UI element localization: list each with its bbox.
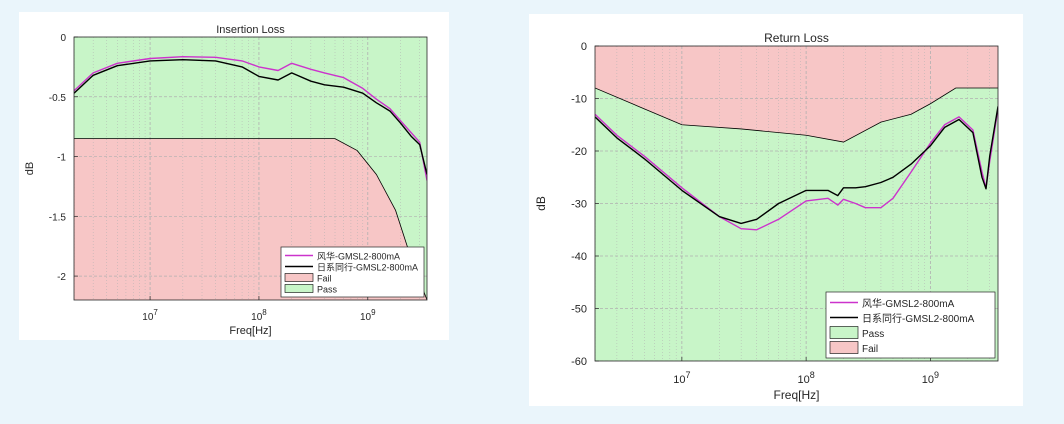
fail-region	[595, 46, 998, 143]
legend: 风华-GMSL2-800mA 日系同行-GMSL2-800mA Pass Fail	[825, 291, 996, 359]
x-tick-base: 10	[251, 312, 263, 323]
insertion-loss-panel: 0 -0.5 -1 -1.5 -2 107 108 109 Insertion Loss Freq…	[19, 12, 449, 340]
x-tick-base: 10	[797, 374, 809, 386]
legend-swatch-patch	[284, 284, 314, 293]
y-tick-label: -30	[571, 199, 587, 211]
x-tick-exponent: 8	[262, 308, 267, 317]
x-tick-label: 109	[360, 308, 376, 323]
y-tick-label: -1	[57, 153, 66, 164]
legend-swatch-patch	[829, 341, 859, 354]
x-axis-label: Freq[Hz]	[229, 325, 271, 337]
x-tick-exponent: 9	[371, 308, 376, 317]
legend-label: 日系同行-GMSL2-800mA	[862, 312, 975, 325]
series-line-rixi	[74, 59, 427, 175]
x-tick-exponent: 9	[934, 370, 939, 380]
legend-label: Pass	[862, 329, 884, 340]
chart-title: Insertion Loss	[216, 24, 285, 36]
y-tick-label: -0.5	[49, 93, 67, 104]
x-tick-base: 10	[673, 374, 685, 386]
y-axis-label: dB	[534, 196, 548, 211]
x-tick-base: 10	[360, 312, 372, 323]
y-tick-label: 0	[60, 33, 66, 44]
legend-label: Pass	[317, 285, 338, 295]
return-loss-panel: 0 -10 -20 -30 -40 -50 -60 107 108 109 Return Loss F…	[529, 14, 1023, 406]
chart-title: Return Loss	[764, 31, 829, 45]
x-tick-label: 108	[251, 308, 267, 323]
x-tick-label: 108	[797, 370, 814, 386]
pass-region	[74, 37, 427, 300]
x-tick-base: 10	[922, 374, 934, 386]
y-tick-label: -10	[571, 94, 587, 106]
y-tick-label: 0	[581, 41, 587, 53]
y-tick-label: -20	[571, 146, 587, 158]
x-axis-label: Freq[Hz]	[773, 388, 819, 402]
x-tick-base: 10	[142, 312, 154, 323]
x-tick-label: 107	[142, 308, 158, 323]
x-tick-exponent: 8	[810, 370, 815, 380]
legend-label: 风华-GMSL2-800mA	[317, 251, 400, 262]
series-line-rixi	[595, 106, 998, 225]
limit-line	[595, 87, 998, 143]
legend-label: Fail	[317, 274, 332, 284]
x-tick-label: 107	[673, 370, 690, 386]
y-tick-label: -60	[571, 356, 587, 368]
x-tick-label: 109	[922, 370, 939, 386]
series-line-fenghua	[74, 56, 427, 181]
limit-line	[74, 138, 427, 300]
y-tick-label: -50	[571, 304, 587, 316]
legend-label: 日系同行-GMSL2-800mA	[317, 262, 418, 273]
y-tick-label: -2	[57, 272, 66, 283]
grid	[595, 46, 998, 361]
legend-swatch-patch	[284, 273, 314, 282]
legend-label: 风华-GMSL2-800mA	[862, 297, 955, 310]
y-axis-label: dB	[24, 162, 36, 175]
x-tick-exponent: 7	[153, 308, 158, 317]
legend-swatch-patch	[829, 326, 859, 339]
y-tick-label: -40	[571, 251, 587, 263]
legend-label: Fail	[862, 344, 878, 355]
y-tick-label: -1.5	[49, 212, 67, 223]
x-tick-exponent: 7	[685, 370, 690, 380]
plot-frame	[73, 36, 428, 301]
